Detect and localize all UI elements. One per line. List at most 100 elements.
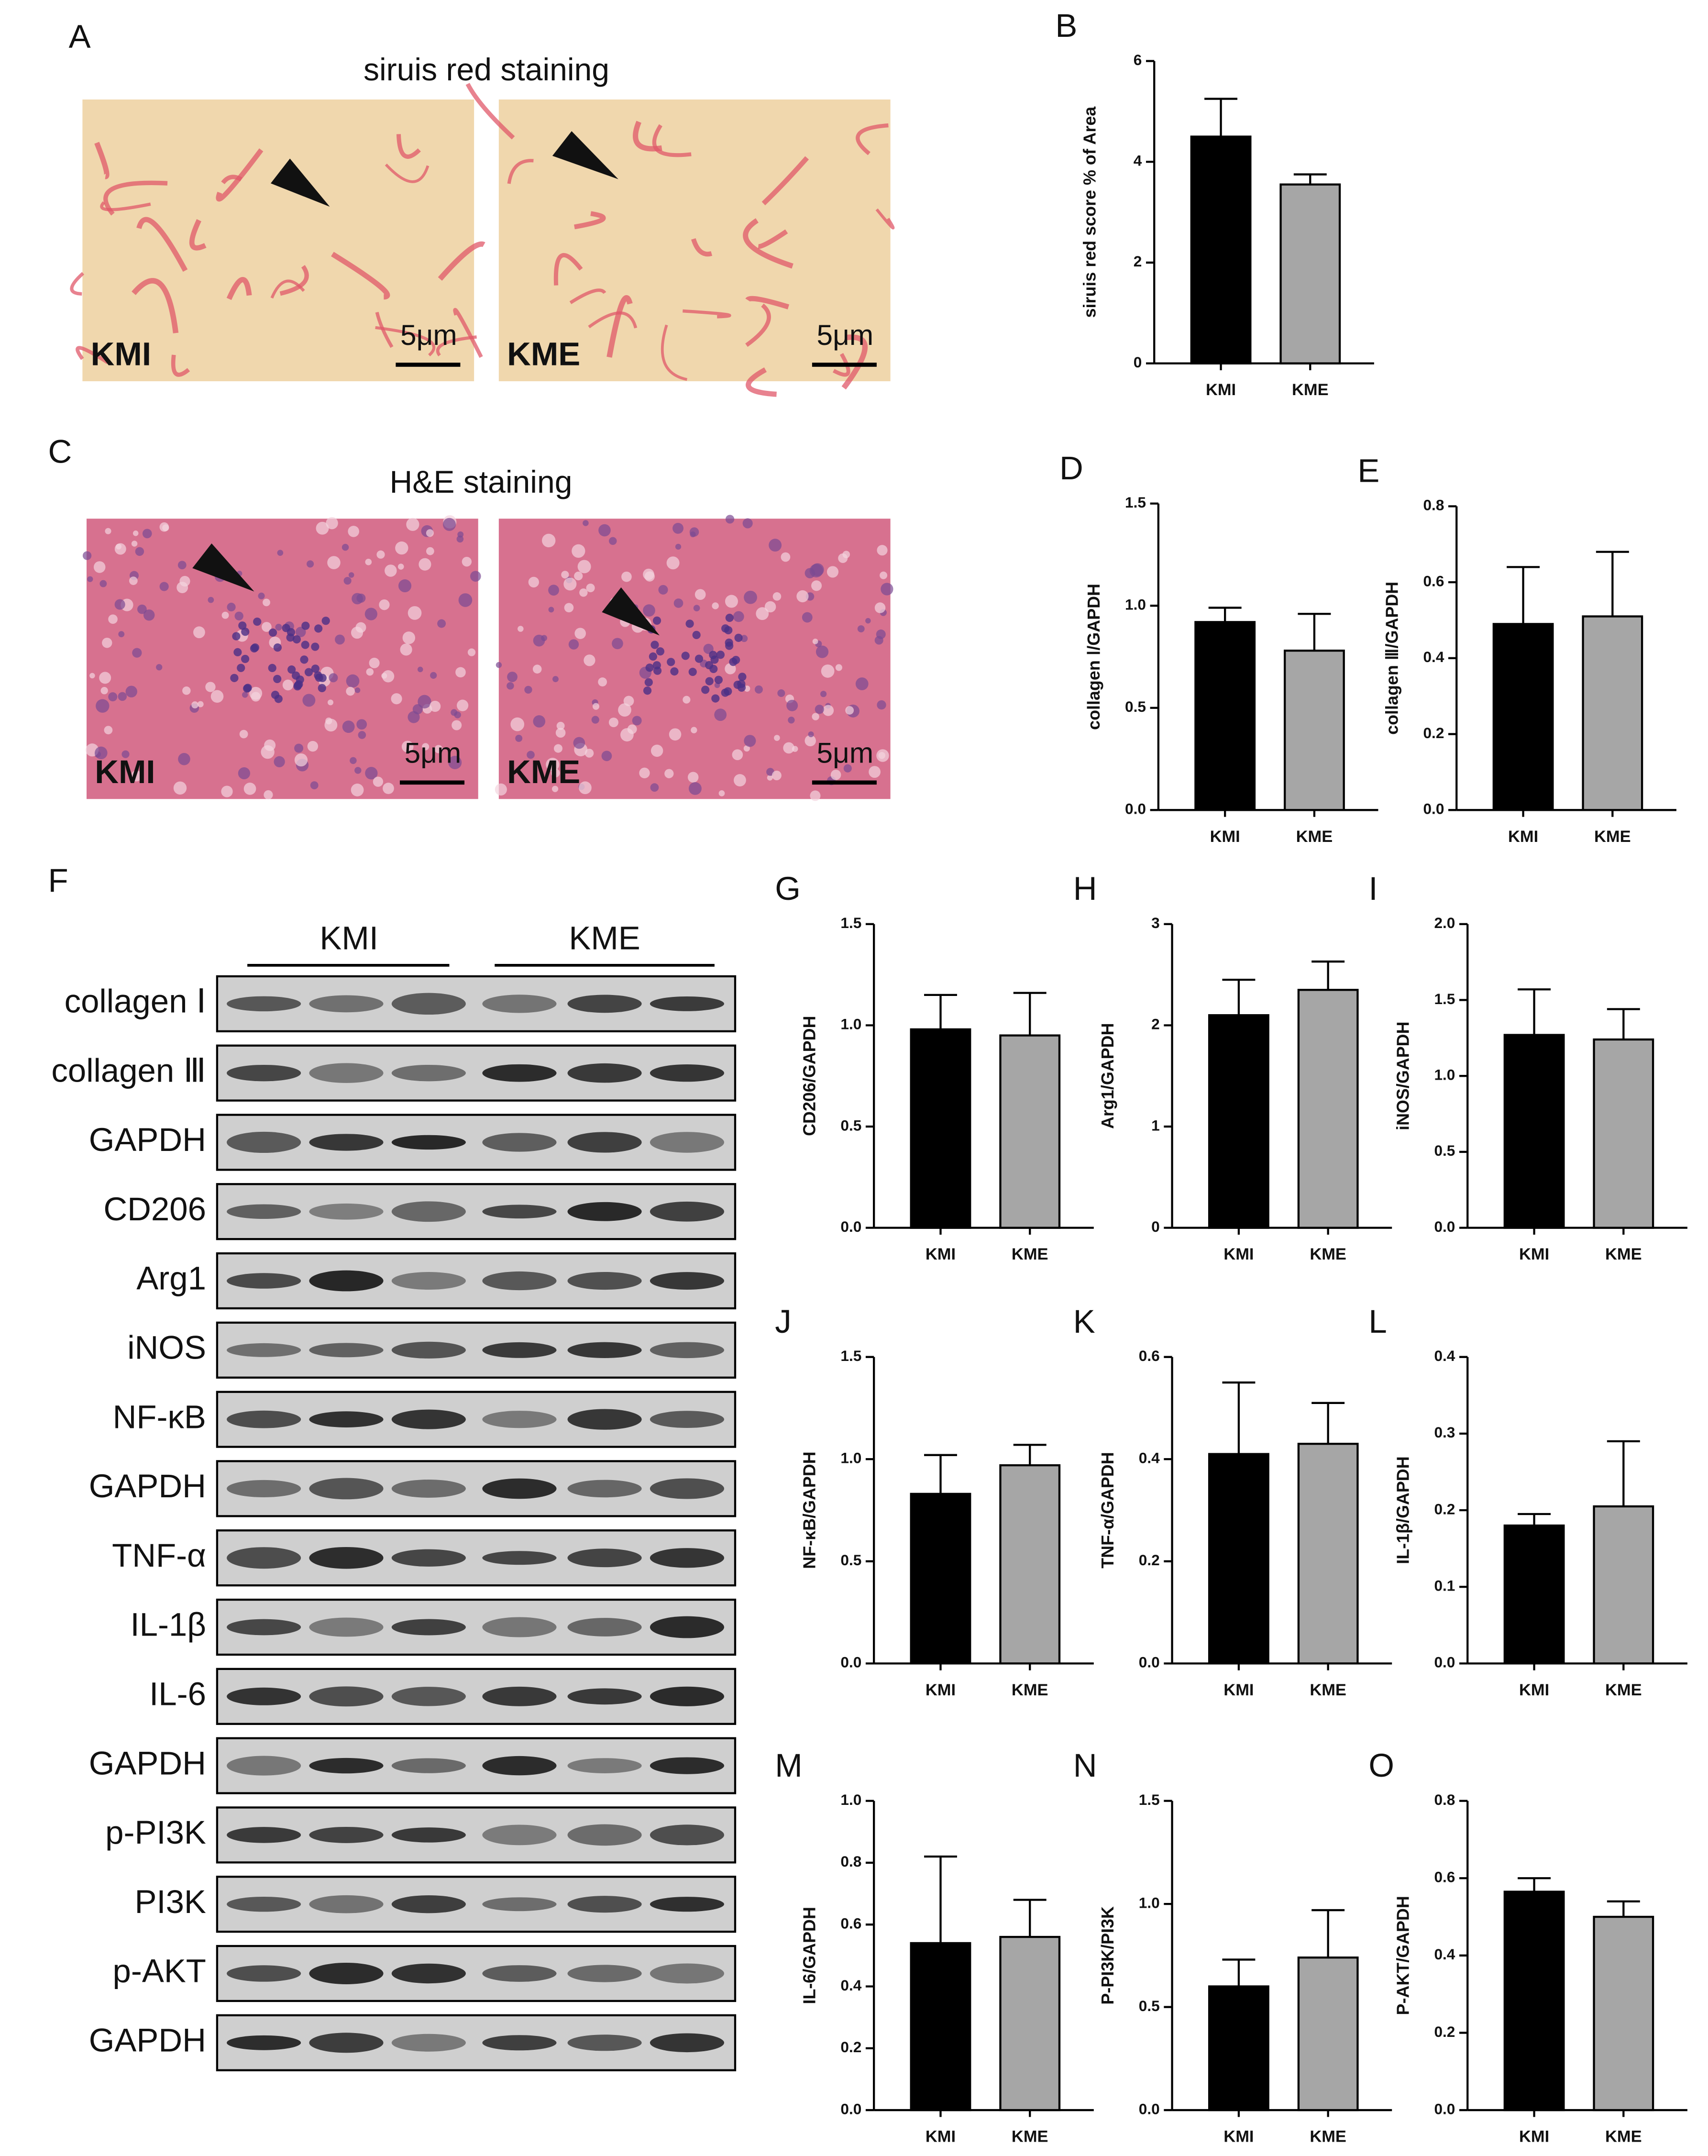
bar [1503,1524,1565,1665]
error-bar [1518,1877,1551,1892]
arrowhead [552,131,618,179]
error-bar [924,1454,957,1494]
fiber [746,367,777,397]
infiltrate [653,666,662,675]
blot-label: PI3K [134,1883,206,1920]
cell [346,674,360,688]
y-axis-label: siruis red score % of Area [1080,106,1100,318]
cell [714,708,727,721]
band [391,1827,466,1843]
band [567,1342,642,1358]
y-tick-label: 1.5 [1125,494,1146,511]
y-axis-label: collagen Ⅰ/GAPDH [1084,584,1103,730]
band [482,1551,557,1565]
cell [725,595,738,608]
band [482,1686,557,1706]
blot-label: IL-1β [130,1606,206,1643]
fiber [76,346,109,365]
band [650,1478,725,1499]
band [650,1824,725,1846]
band [309,1617,384,1637]
cell [408,711,420,723]
cell [843,764,852,773]
band [482,1271,557,1291]
cell [327,556,341,569]
fiber [226,277,252,300]
cell [767,774,773,781]
cell [108,692,118,702]
cell [95,746,108,760]
cell [524,685,532,694]
cell [881,583,893,596]
cell [808,731,814,738]
cell [176,582,188,593]
band [650,1201,725,1222]
cell [325,718,332,725]
cell [99,580,107,587]
band [482,995,557,1013]
band [309,1203,384,1220]
cell [591,716,599,724]
fiber [588,311,638,329]
cell [307,560,314,568]
bar [1190,135,1252,365]
band [309,1134,384,1151]
bar [1279,183,1341,365]
cell [142,529,152,539]
y-tick-label: 0.2 [1423,724,1444,741]
error-bar [1518,1513,1551,1526]
cell [811,580,822,591]
blot-strip [216,1876,737,1933]
cell [302,694,316,707]
cell [397,564,404,570]
error-bar [1222,1381,1256,1454]
y-tick-label: 0.0 [1434,2100,1455,2117]
cell [527,751,535,759]
blot-strip [216,1321,737,1379]
cell [366,668,374,676]
cell [451,709,458,716]
band [227,1756,301,1776]
cell [812,638,818,644]
infiltrate [314,671,322,680]
blot-strip [216,1945,737,2002]
infiltrate [734,633,743,642]
cell [693,605,700,612]
cell [623,696,634,707]
y-tick-label: 0.0 [1434,1218,1455,1235]
scale-label: 5μm [817,319,874,351]
cell [733,774,746,786]
cell [756,607,769,620]
infiltrate [304,668,313,676]
cell [564,603,574,613]
cell [712,602,719,609]
band [482,1342,557,1358]
cell [673,598,683,608]
error-bar [1013,1444,1047,1466]
band [567,1758,642,1773]
cell [395,541,408,555]
infiltrate [251,643,260,652]
band [391,1687,466,1706]
y-tick-label: 0.4 [840,1977,861,1994]
arrowhead [602,587,660,636]
band [650,1686,725,1706]
cell [774,735,780,741]
cell [664,769,674,778]
cell [354,767,362,774]
cell [826,566,839,578]
y-tick-label: 2 [1151,1016,1160,1033]
y-tick-label: 1.5 [840,1347,861,1364]
y-tick-label: 1.5 [840,914,861,931]
y-tick-label: 1.0 [1125,596,1146,613]
x-tick-label: KME [1292,381,1329,399]
band [650,1411,725,1428]
infiltrate [253,617,262,626]
cell [510,717,525,731]
blot-label: GAPDH [89,1121,206,1158]
image-label: KMI [95,753,155,790]
cell [515,735,523,742]
cell [577,560,591,574]
cell [556,721,565,730]
infiltrate [268,628,277,637]
